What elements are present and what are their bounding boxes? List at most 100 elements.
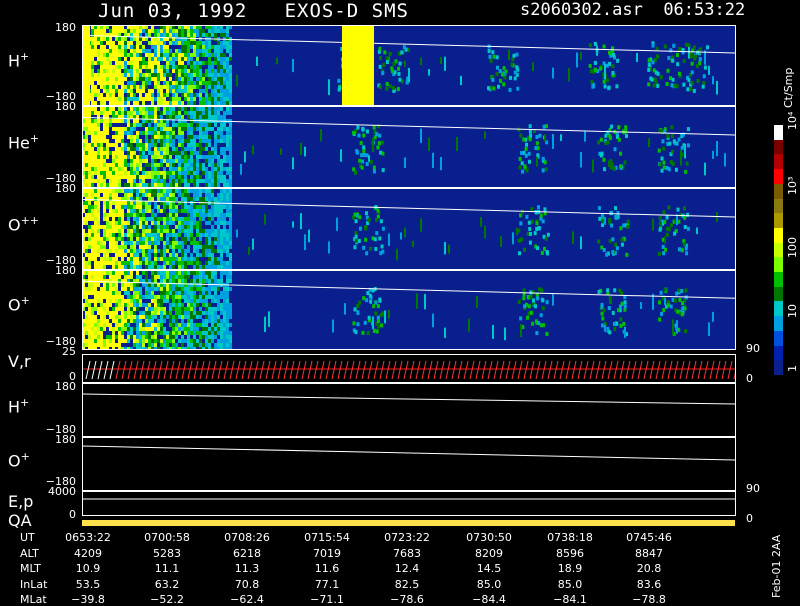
spectrogram-cell bbox=[103, 163, 106, 167]
spectrogram-cell bbox=[160, 85, 163, 89]
spectrogram-cell bbox=[205, 299, 208, 303]
spectrogram-cell bbox=[145, 115, 148, 119]
spectrogram-cell bbox=[214, 107, 217, 111]
spectrogram-cell bbox=[196, 261, 199, 265]
spectrogram-cell bbox=[404, 227, 406, 238]
spectrogram-cell bbox=[151, 151, 154, 155]
spectrogram-cell bbox=[363, 320, 367, 325]
spectrogram-cell bbox=[157, 241, 160, 245]
spectrogram-cell bbox=[543, 207, 547, 212]
spectrogram-cell bbox=[115, 89, 118, 93]
spectrogram-cell bbox=[205, 127, 208, 131]
spectrogram-cell bbox=[142, 101, 145, 105]
spectrogram-cell bbox=[178, 311, 181, 315]
spectrogram-cell bbox=[172, 253, 175, 257]
spectrogram-cell bbox=[217, 25, 220, 29]
spectrogram-cell bbox=[139, 61, 142, 65]
spectrogram-cell bbox=[211, 77, 214, 81]
spectrogram-cell bbox=[690, 61, 694, 66]
spectrogram-cell bbox=[528, 231, 532, 236]
spectrogram-cell bbox=[160, 343, 163, 347]
spectrogram-cell bbox=[145, 245, 148, 249]
spectrogram-cell bbox=[208, 217, 211, 221]
spectrogram-cell bbox=[145, 295, 148, 299]
spectrogram-cell bbox=[229, 307, 232, 311]
spectrogram-cell bbox=[712, 150, 714, 159]
spectrogram-cell bbox=[193, 197, 196, 201]
spectrogram-cell bbox=[223, 303, 226, 307]
spectrogram-cell bbox=[148, 347, 151, 349]
spectrogram-cell bbox=[388, 51, 392, 56]
spectrogram-cell bbox=[190, 167, 193, 171]
spectrogram-cell bbox=[148, 57, 151, 61]
spectrogram-cell bbox=[160, 327, 163, 331]
spectrogram-cell bbox=[187, 69, 190, 73]
spectrogram-cell bbox=[613, 55, 617, 60]
spectrogram-cell bbox=[226, 131, 229, 135]
spectrogram-cell bbox=[172, 61, 175, 65]
spectrogram-cell bbox=[382, 62, 386, 67]
spectrogram-cell bbox=[172, 97, 175, 101]
spectrogram-cell bbox=[193, 193, 196, 197]
spectrogram-cell bbox=[115, 25, 118, 29]
spectrogram-cell bbox=[103, 97, 106, 101]
spectrogram-cell bbox=[100, 311, 103, 315]
spectrogram-cell bbox=[211, 233, 214, 237]
spectrogram-cell bbox=[619, 317, 623, 322]
spectrogram-cell bbox=[154, 147, 157, 151]
spectrogram-cell bbox=[208, 209, 211, 213]
spectrogram-cell bbox=[226, 85, 229, 89]
spectrogram-cell bbox=[605, 63, 609, 68]
spectrogram-cell bbox=[151, 319, 154, 323]
spectrogram-cell bbox=[521, 325, 525, 330]
spectrogram-cell bbox=[372, 165, 376, 170]
spectrogram-cell bbox=[611, 237, 615, 242]
spectrogram-cell bbox=[136, 347, 139, 349]
spectrogram-cell bbox=[136, 97, 139, 101]
spectrogram-cell bbox=[184, 33, 187, 37]
spectrogram-cell bbox=[88, 213, 91, 217]
spectrogram-cell bbox=[187, 295, 190, 299]
spectrogram-cell bbox=[151, 271, 154, 275]
spectrogram-cell bbox=[682, 304, 686, 309]
spectrogram-cell bbox=[193, 299, 196, 303]
spectrogram-cell bbox=[671, 55, 675, 60]
spectrogram-cell bbox=[91, 25, 94, 29]
spectrogram-cell bbox=[488, 87, 492, 92]
spectrogram-cell bbox=[609, 53, 613, 58]
spectrogram-cell bbox=[214, 57, 217, 61]
spectrogram-cell bbox=[205, 197, 208, 201]
spectrogram-cell bbox=[175, 77, 178, 81]
trace-line bbox=[247, 360, 253, 380]
spectrogram-cell bbox=[229, 101, 232, 105]
spectrogram-cell bbox=[196, 61, 199, 65]
spectrogram-cell bbox=[163, 53, 166, 57]
spectrogram-cell bbox=[115, 291, 118, 295]
spectrogram-cell bbox=[220, 89, 223, 93]
spectrogram-cell bbox=[91, 77, 94, 81]
spectrogram-cell bbox=[220, 209, 223, 213]
spectrogram-cell bbox=[208, 237, 211, 241]
footer-cell: 0745:46 bbox=[626, 531, 672, 544]
spectrogram-cell bbox=[103, 101, 106, 105]
spectrogram-cell bbox=[118, 279, 121, 283]
spectrogram-cell bbox=[154, 171, 157, 175]
spectrogram-cell bbox=[617, 125, 621, 130]
spectrogram-cell bbox=[208, 331, 211, 335]
spectrogram-cell bbox=[543, 160, 547, 165]
spectrogram-cell bbox=[652, 83, 656, 88]
spectrogram-cell bbox=[487, 49, 491, 54]
spectrogram-cell bbox=[127, 115, 130, 119]
spectrogram-cell bbox=[145, 229, 148, 233]
spectrogram-cell bbox=[154, 65, 157, 69]
spectrogram-cell bbox=[148, 319, 151, 323]
spectrogram-cell bbox=[178, 135, 181, 139]
spectrogram-cell bbox=[196, 283, 199, 287]
spectrogram-cell bbox=[118, 167, 121, 171]
spectrogram-cell bbox=[205, 307, 208, 311]
spectrogram-cell bbox=[94, 143, 97, 147]
spectrogram-cell bbox=[139, 225, 142, 229]
spectrogram-cell bbox=[226, 343, 229, 347]
spectrogram-cell bbox=[112, 53, 115, 57]
spectrogram-cell bbox=[82, 287, 85, 291]
